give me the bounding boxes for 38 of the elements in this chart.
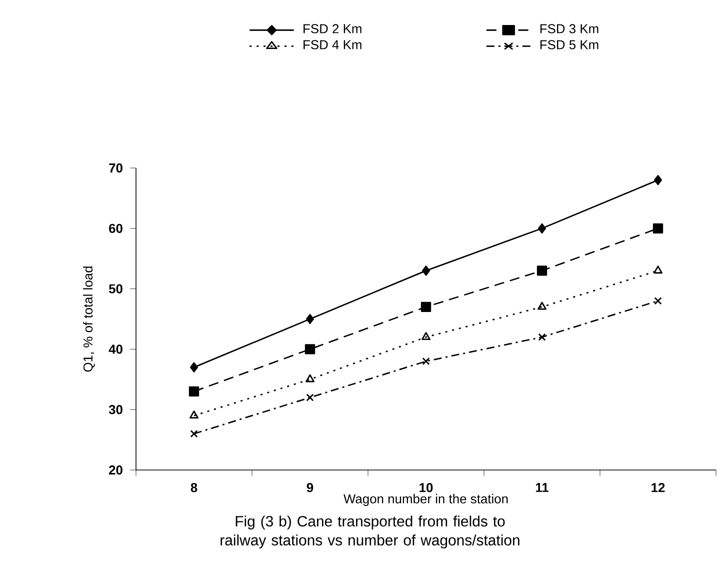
point xyxy=(654,297,662,305)
x-tick-label: 12 xyxy=(652,483,665,492)
x-axis-title: Wagon number in the station xyxy=(344,494,508,506)
point xyxy=(190,362,198,372)
x-tick-label: 10 xyxy=(420,483,433,492)
x-tick-label: 9 xyxy=(306,483,314,492)
y-tick-label: 40 xyxy=(108,344,122,354)
legend-label: FSD 2 Km xyxy=(304,24,362,34)
legend-label: FSD 4 Km xyxy=(304,40,362,50)
point xyxy=(306,394,314,402)
y-tick-label: 30 xyxy=(108,405,122,414)
point xyxy=(652,223,664,234)
point xyxy=(306,374,314,382)
y-axis-title: Q1, % of total load xyxy=(83,266,95,372)
point xyxy=(538,302,546,310)
legend-label: FSD 3 Km xyxy=(540,24,598,34)
x-tick-label: 8 xyxy=(190,483,198,492)
point xyxy=(190,410,198,419)
y-tick-label: 60 xyxy=(109,224,122,233)
point xyxy=(190,430,198,438)
legend-label: FSD 5 Km xyxy=(540,40,598,50)
point xyxy=(654,174,662,186)
point xyxy=(538,333,546,341)
point xyxy=(538,223,546,234)
point xyxy=(654,266,662,274)
y-tick-label: 50 xyxy=(108,284,122,294)
point xyxy=(536,266,548,276)
point xyxy=(420,302,432,312)
point xyxy=(422,332,430,340)
point xyxy=(306,314,314,324)
text: Fig (3 b) Cane transported from fields to railway stations vs number of wagons/station xyxy=(220,516,520,548)
y-tick-label: 70 xyxy=(109,163,122,173)
point xyxy=(304,344,316,354)
point xyxy=(422,266,430,276)
point xyxy=(422,357,430,366)
y-tick-label: 20 xyxy=(109,465,122,475)
point xyxy=(188,386,200,397)
x-tick-label: 11 xyxy=(536,483,548,492)
